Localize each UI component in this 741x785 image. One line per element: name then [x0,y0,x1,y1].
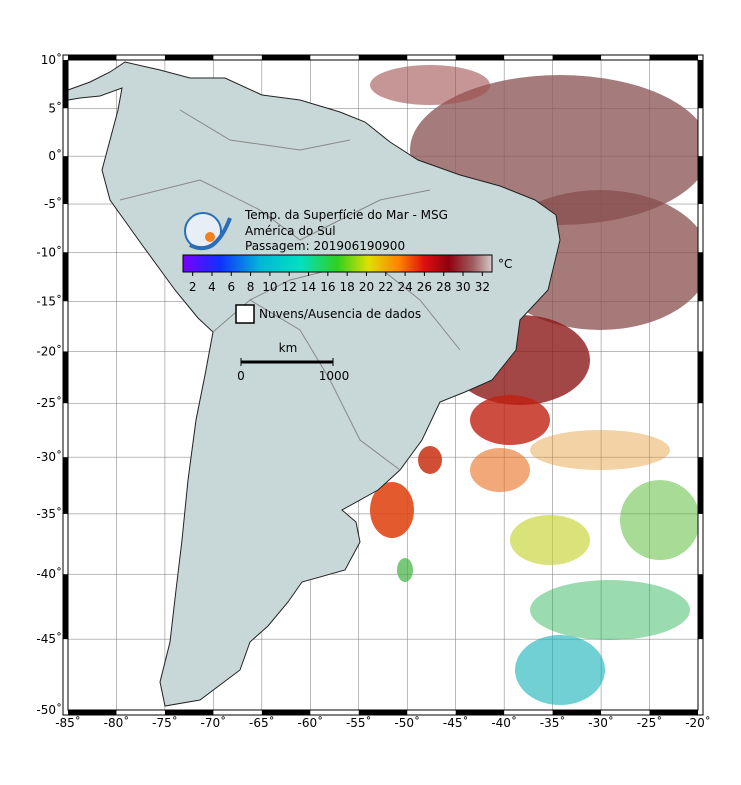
colorbar-tick-label: 28 [436,280,451,294]
title-line: Temp. da Superfície do Mar - MSG [244,208,448,222]
lon-tick-label: -25˚ [637,715,663,730]
title-line: Passagem: 201906190900 [245,239,405,253]
frame-segment [63,60,68,109]
colorbar-unit: °C [498,257,512,271]
frame-segment [261,55,311,60]
scale-unit: km [279,341,298,355]
frame-segment [358,710,408,715]
frame-segment [455,710,505,715]
colorbar-tick-label: 4 [208,280,216,294]
frame-segment [698,60,703,109]
lon-tick-label: -60˚ [298,715,324,730]
frame-segment [63,351,68,404]
frame-segment [63,252,68,302]
logo [184,212,232,251]
colorbar-tick-label: 30 [455,280,470,294]
colorbar-tick-label: 16 [320,280,335,294]
frame-segment [164,710,214,715]
lon-tick-label: -80˚ [104,715,130,730]
frame-segment [68,710,117,715]
scale-bar [240,358,334,366]
frame [67,59,699,711]
scale-label: 0 [237,369,245,383]
legend-swatch [235,304,255,324]
lat-tick-label: -30˚ [36,449,62,464]
colorbar-tick-label: 32 [475,280,490,294]
frame-segment [455,55,505,60]
lat-tick-label: -50˚ [36,702,62,717]
lat-tick-label: 5˚ [48,100,62,115]
lon-tick-label: -75˚ [152,715,178,730]
lat-tick-label: -40˚ [36,566,62,581]
frame [62,54,704,716]
lon-tick-label: -40˚ [491,715,517,730]
colorbar-tick-label: 14 [301,280,316,294]
lon-tick-label: -35˚ [540,715,566,730]
colorbar-tick-label: 26 [417,280,432,294]
frame-segment [698,457,703,514]
lon-tick-label: -20˚ [685,715,711,730]
frame-segment [698,156,703,205]
colorbar-tick-label: 18 [340,280,355,294]
scale-label: 1000 [319,369,350,383]
frame-segment [164,55,214,60]
colorbar-tick-label: 24 [397,280,412,294]
frame-segment [63,457,68,514]
lat-tick-label: -35˚ [36,506,62,521]
frame-segment [358,55,408,60]
frame-segment [649,710,698,715]
colorbar-tick-label: 8 [247,280,255,294]
frame-segment [552,710,602,715]
colorbar-tick-label: 6 [227,280,235,294]
frame-segment [698,351,703,404]
colorbar-tick-label: 22 [378,280,393,294]
lat-tick-label: 0˚ [48,148,62,163]
frame-segment [63,156,68,205]
colorbar [182,254,493,273]
colorbar-tick-label: 12 [282,280,297,294]
colorbar-tick-label: 20 [359,280,374,294]
lon-tick-label: -45˚ [443,715,469,730]
lon-tick-label: -55˚ [346,715,372,730]
frame-segment [552,55,602,60]
colorbar-tick-label: 2 [189,280,197,294]
lat-tick-label: -45˚ [36,631,62,646]
lon-tick-label: -30˚ [588,715,614,730]
lon-tick-label: -50˚ [394,715,420,730]
lat-tick-label: -5˚ [44,196,62,211]
lat-tick-label: -25˚ [36,395,62,410]
frame-segment [68,55,117,60]
lon-tick-label: -70˚ [201,715,227,730]
title-line: América do Sul [245,224,336,238]
frame-segment [649,55,698,60]
lat-tick-label: -20˚ [36,343,62,358]
frame-segment [63,574,68,640]
frame-segment [698,574,703,640]
colorbar-tick-label: 10 [262,280,277,294]
lat-tick-label: 10˚ [41,52,62,67]
lon-tick-label: -65˚ [249,715,275,730]
frame-segment [261,710,311,715]
frame-segment [698,252,703,302]
lat-tick-label: -10˚ [36,244,62,259]
lat-tick-label: -15˚ [36,293,62,308]
lon-tick-label: -85˚ [55,715,81,730]
legend-label: Nuvens/Ausencia de dados [259,307,421,321]
